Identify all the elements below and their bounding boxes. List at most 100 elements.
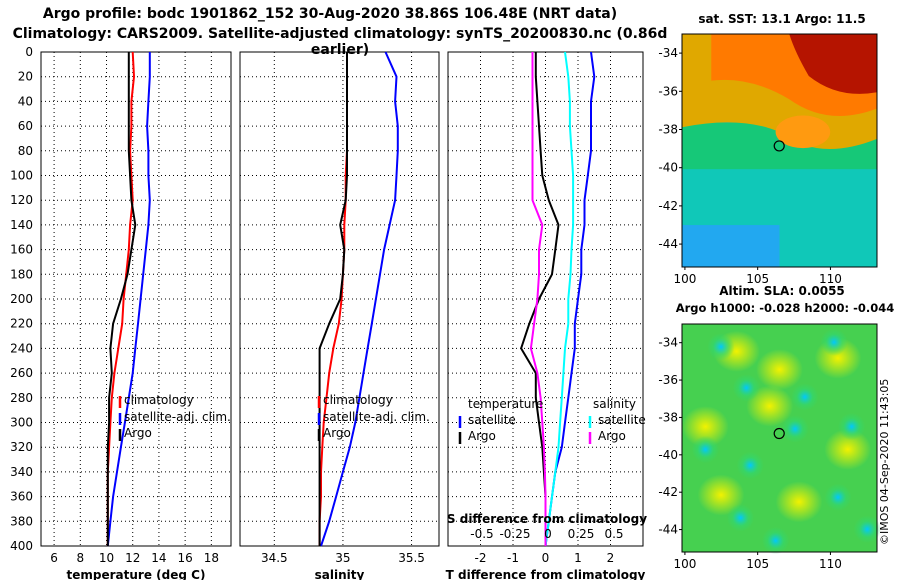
- legend-label: climatology: [323, 393, 393, 407]
- x-tick-label: 16: [177, 551, 192, 565]
- salinity-difference-axis-label: S difference from climatology: [447, 512, 647, 526]
- depth-tick-label: 60: [18, 119, 33, 133]
- x-axis-label: temperature (deg C): [67, 568, 206, 580]
- x-tick-label: 12: [125, 551, 140, 565]
- sla-map-y-tick-label: -34: [658, 336, 678, 350]
- x-tick-label: 14: [151, 551, 166, 565]
- series-line-salinity-argo: [529, 52, 547, 546]
- sst-map-cold-patch: [682, 225, 780, 267]
- sla-map-high-anomaly: [746, 385, 794, 427]
- salinity-difference-tick: 0: [544, 527, 552, 541]
- sst-map-title: sat. SST: 13.1 Argo: 11.5: [698, 12, 866, 26]
- series-line-satellite-adj-clim-: [106, 52, 151, 547]
- sst-map-eddy: [775, 115, 831, 149]
- sst-map-y-tick-label: -44: [658, 237, 678, 251]
- sla-map-low-anomaly: [691, 435, 720, 464]
- sst-map-hottest-region: [789, 34, 877, 94]
- chart-title-line1: Argo profile: bodc 1901862_152 30-Aug-20…: [42, 6, 618, 22]
- depth-tick-label: 100: [10, 169, 33, 183]
- sla-map-y-tick-label: -42: [658, 485, 678, 499]
- sst-map-y-tick-label: -34: [658, 46, 678, 60]
- depth-tick-label: 260: [10, 366, 33, 380]
- sla-map-low-anomaly: [736, 451, 764, 480]
- series-line-temperature-argo: [520, 52, 560, 546]
- sla-map-low-anomaly: [820, 328, 848, 356]
- x-tick-label: 0: [542, 551, 550, 565]
- sst-map-x-tick-label: 105: [746, 272, 769, 286]
- depth-tick-label: 360: [10, 490, 33, 504]
- series-line-argo: [318, 52, 348, 546]
- sst-map-x-tick-label: 100: [673, 272, 696, 286]
- sla-map-high-anomaly: [756, 349, 803, 391]
- sla-map-low-anomaly: [791, 383, 819, 411]
- sla-map-low-anomaly: [853, 515, 881, 543]
- x-tick-label: 35.5: [398, 551, 425, 565]
- salinity-difference-tick: 0.5: [604, 527, 623, 541]
- depth-tick-label: 240: [10, 341, 33, 355]
- x-tick-label: 34.5: [261, 551, 288, 565]
- depth-tick-label: 80: [18, 144, 33, 158]
- x-axis-label: T difference from climatology: [446, 568, 646, 580]
- depth-tick-label: 120: [10, 193, 33, 207]
- sla-map-low-anomaly: [824, 483, 852, 511]
- x-tick-label: 18: [204, 551, 219, 565]
- imos-timestamp: ©IMOS 04-Sep-2020 11:43:05: [878, 378, 891, 545]
- legend-label: Argo: [124, 426, 152, 440]
- sla-map-high-anomaly: [682, 406, 729, 448]
- sla-map-subtitle: Argo h1000: -0.028 h2000: -0.044: [675, 301, 895, 315]
- series-line-argo: [106, 52, 137, 546]
- salinity-difference-tick: -0.5: [470, 527, 493, 541]
- depth-tick-label: 20: [18, 70, 33, 84]
- panel-frame: [40, 51, 232, 547]
- depth-tick-label: 0: [25, 45, 33, 59]
- depth-tick-label: 40: [18, 94, 33, 108]
- sst-map-y-tick-label: -38: [658, 122, 678, 136]
- sla-map-y-tick-label: -44: [658, 523, 678, 537]
- sla-map-low-anomaly: [707, 333, 735, 361]
- series-line-salinity-satellite: [544, 51, 575, 547]
- x-tick-label: 2: [607, 551, 615, 565]
- legend-label: satellite: [598, 413, 646, 427]
- sla-map-x-tick-label: 105: [746, 557, 769, 571]
- x-tick-label: -1: [507, 551, 519, 565]
- sla-map-low-anomaly: [761, 526, 790, 555]
- sla-map-high-anomaly: [775, 481, 823, 523]
- sla-map-argo-marker: [773, 427, 785, 440]
- legend-label: climatology: [124, 393, 194, 407]
- legend-label: satellite-adj. clim.: [124, 410, 231, 424]
- sst-map-argo-marker: [773, 140, 785, 152]
- sst-map-y-tick-label: -36: [658, 84, 678, 98]
- x-tick-label: 8: [76, 551, 84, 565]
- sst-map-y-tick-label: -40: [658, 161, 678, 175]
- sla-map-x-tick-label: 110: [819, 557, 842, 571]
- depth-tick-label: 320: [10, 440, 33, 454]
- sla-map-low-anomaly: [838, 412, 866, 441]
- sla-map-high-anomaly: [697, 474, 745, 516]
- legend-label: satellite: [468, 413, 516, 427]
- series-line-satellite-adj-clim-: [320, 51, 399, 547]
- depth-tick-label: 160: [10, 243, 33, 257]
- depth-tick-label: 380: [10, 514, 33, 528]
- sla-map-frame: [681, 323, 878, 553]
- legend-label: satellite-adj. clim.: [323, 410, 430, 424]
- sst-map-frame: [681, 33, 878, 268]
- depth-tick-label: 200: [10, 292, 33, 306]
- sst-map-y-tick-label: -42: [658, 199, 678, 213]
- legend-label: Argo: [323, 426, 351, 440]
- depth-tick-label: 300: [10, 416, 33, 430]
- x-tick-label: -2: [475, 551, 487, 565]
- salinity-difference-tick: 0.25: [568, 527, 595, 541]
- x-tick-label: 1: [574, 551, 582, 565]
- series-line-temperature-satellite: [544, 51, 596, 547]
- sla-map-low-anomaly: [781, 415, 809, 443]
- depth-tick-label: 180: [10, 267, 33, 281]
- depth-tick-label: 400: [10, 539, 33, 553]
- legend-label: Argo: [598, 429, 626, 443]
- sla-map-y-tick-label: -36: [658, 373, 678, 387]
- sst-map-x-tick-label: 110: [819, 272, 842, 286]
- legend-label: Argo: [468, 429, 496, 443]
- sla-map-y-tick-label: -40: [658, 448, 678, 462]
- chart-title-line2: Climatology: CARS2009. Satellite-adjuste…: [12, 26, 668, 58]
- depth-tick-label: 280: [10, 391, 33, 405]
